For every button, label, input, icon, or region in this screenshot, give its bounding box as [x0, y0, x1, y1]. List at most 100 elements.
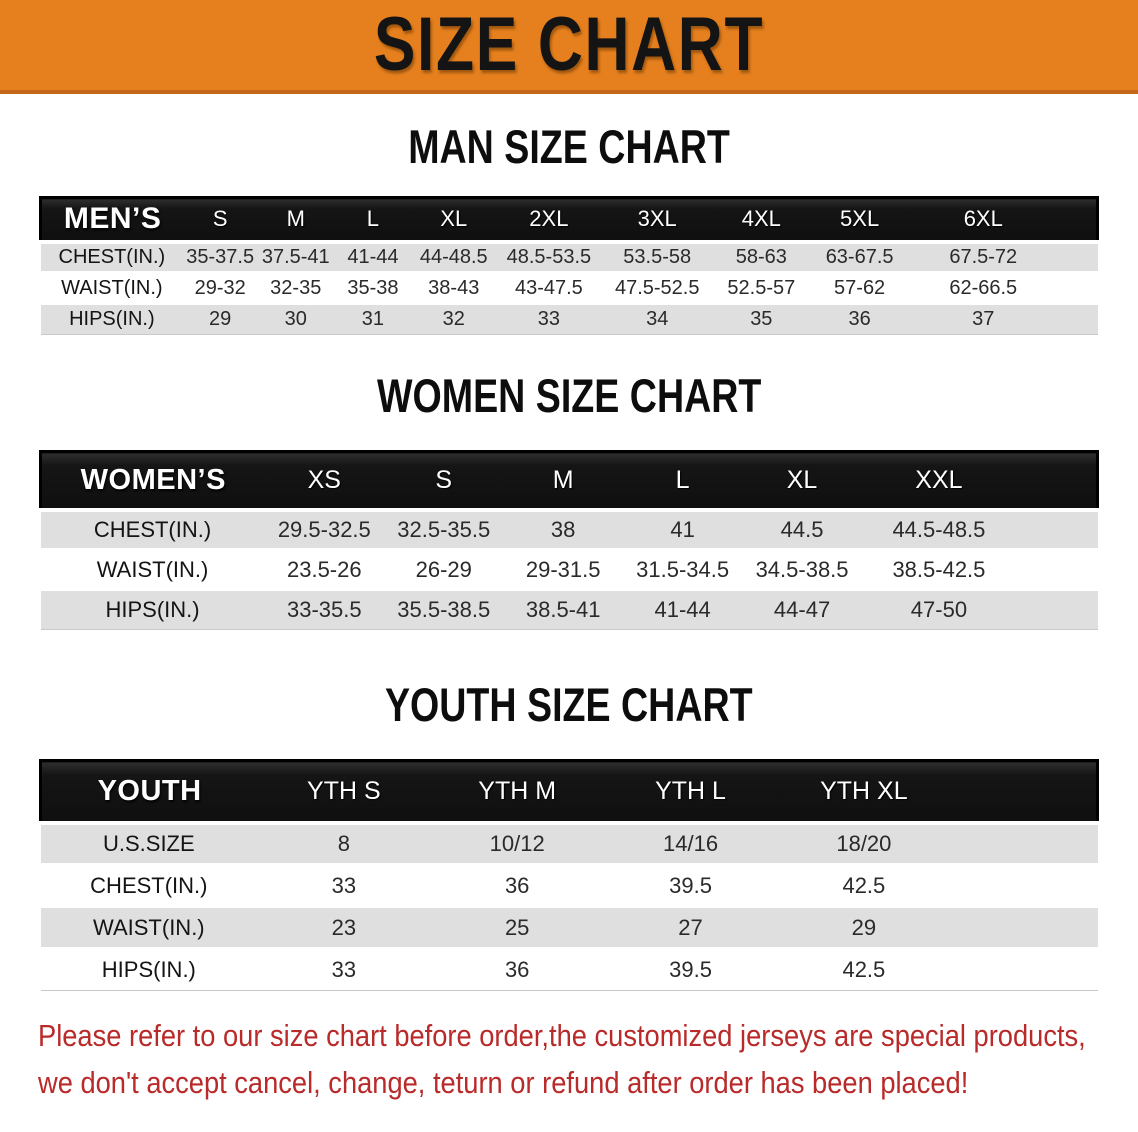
value-cell: 31: [334, 303, 412, 335]
size-column-header: YTH S: [257, 759, 431, 825]
row-label: WAIST(IN.): [40, 906, 258, 950]
men-section-heading: MAN SIZE CHART: [0, 122, 1138, 181]
value-cell: 44.5-48.5: [861, 509, 1017, 551]
row-label: HIPS(IN.): [40, 303, 184, 335]
filler-cell: [1016, 509, 1098, 551]
value-cell: 32.5-35.5: [384, 509, 504, 551]
value-cell: 57-62: [809, 272, 910, 305]
value-cell: 10/12: [430, 822, 604, 866]
value-cell: 27: [603, 906, 778, 950]
table-row: WAIST(IN.) 23.5-26 26-29 29-31.5 31.5-34…: [40, 549, 1098, 591]
value-cell: 29.5-32.5: [264, 509, 385, 551]
row-label: U.S.SIZE: [40, 822, 258, 866]
size-column-header: 4XL: [712, 196, 810, 244]
value-cell: 33: [257, 864, 431, 908]
size-column-header: S: [384, 450, 504, 512]
value-cell: 31.5-34.5: [622, 549, 743, 591]
size-column-header: YTH XL: [777, 759, 951, 825]
header-filler: [1057, 196, 1100, 244]
row-label: WAIST(IN.): [40, 549, 265, 591]
value-cell: 53.5-58: [601, 241, 713, 274]
value-cell: 35-38: [334, 272, 412, 305]
women-section-heading: WOMEN SIZE CHART: [0, 371, 1138, 430]
filler-cell: [950, 864, 1098, 908]
women-size-table: WOMEN’S XS S M L XL XXL CHEST(IN.) 29.5-…: [38, 450, 1100, 630]
value-cell: 67.5-72: [909, 241, 1058, 274]
men-heading-text: MAN SIZE CHART: [408, 120, 730, 173]
size-column-header: M: [257, 196, 335, 244]
row-label: HIPS(IN.): [40, 589, 265, 630]
value-cell: 34: [601, 303, 713, 335]
women-header-row: WOMEN’S XS S M L XL XXL: [38, 450, 1100, 512]
value-cell: 38.5-41: [503, 589, 623, 630]
women-table-label: WOMEN’S: [38, 450, 265, 512]
header-filler: [950, 759, 1099, 825]
value-cell: 35.5-38.5: [384, 589, 504, 630]
value-cell: 39.5: [603, 864, 778, 908]
table-row: CHEST(IN.) 35-37.5 37.5-41 41-44 44-48.5…: [40, 241, 1098, 274]
value-cell: 36: [430, 864, 604, 908]
value-cell: 38: [503, 509, 623, 551]
size-column-header: YTH M: [430, 759, 604, 825]
filler-cell: [1057, 303, 1098, 335]
value-cell: 36: [809, 303, 910, 335]
value-cell: 42.5: [777, 864, 951, 908]
value-cell: 48.5-53.5: [496, 241, 602, 274]
value-cell: 52.5-57: [712, 272, 810, 305]
value-cell: 44-47: [742, 589, 862, 630]
value-cell: 26-29: [384, 549, 504, 591]
value-cell: 41: [622, 509, 743, 551]
youth-heading-text: YOUTH SIZE CHART: [385, 678, 753, 731]
page-title: SIZE CHART: [373, 2, 765, 87]
size-column-header: L: [334, 196, 412, 244]
value-cell: 33-35.5: [264, 589, 385, 630]
size-column-header: 2XL: [496, 196, 602, 244]
filler-cell: [950, 948, 1098, 991]
value-cell: 35-37.5: [183, 241, 258, 274]
size-column-header: XXL: [861, 450, 1017, 512]
table-row: CHEST(IN.) 29.5-32.5 32.5-35.5 38 41 44.…: [40, 509, 1098, 551]
value-cell: 38.5-42.5: [861, 549, 1017, 591]
value-cell: 44.5: [742, 509, 862, 551]
value-cell: 47-50: [861, 589, 1017, 630]
filler-cell: [1016, 589, 1098, 630]
women-heading-text: WOMEN SIZE CHART: [376, 369, 762, 422]
value-cell: 43-47.5: [496, 272, 602, 305]
value-cell: 14/16: [603, 822, 778, 866]
men-table-label: MEN’S: [39, 196, 184, 244]
value-cell: 33: [257, 948, 431, 991]
value-cell: 62-66.5: [909, 272, 1058, 305]
value-cell: 25: [430, 906, 604, 950]
value-cell: 32: [411, 303, 497, 335]
youth-table-label: YOUTH: [39, 759, 258, 825]
value-cell: 30: [257, 303, 335, 335]
row-label: WAIST(IN.): [40, 272, 184, 305]
value-cell: 34.5-38.5: [742, 549, 862, 591]
row-label: CHEST(IN.): [40, 509, 265, 551]
value-cell: 47.5-52.5: [601, 272, 713, 305]
value-cell: 41-44: [622, 589, 743, 630]
table-row: HIPS(IN.) 33-35.5 35.5-38.5 38.5-41 41-4…: [40, 589, 1098, 630]
value-cell: 29-32: [183, 272, 258, 305]
filler-cell: [1057, 272, 1098, 305]
banner: SIZE CHART: [0, 0, 1138, 94]
men-size-table: MEN’S S M L XL 2XL 3XL 4XL 5XL 6XL CHEST…: [39, 196, 1100, 335]
youth-section-heading: YOUTH SIZE CHART: [0, 680, 1138, 739]
size-column-header: 5XL: [809, 196, 910, 244]
table-row: HIPS(IN.) 29 30 31 32 33 34 35 36 37: [40, 303, 1098, 335]
value-cell: 33: [496, 303, 602, 335]
value-cell: 44-48.5: [411, 241, 497, 274]
value-cell: 32-35: [257, 272, 335, 305]
disclaimer-line-2: we don't accept cancel, change, teturn o…: [38, 1065, 969, 1100]
value-cell: 29: [777, 906, 951, 950]
value-cell: 41-44: [334, 241, 412, 274]
header-filler: [1016, 450, 1100, 512]
size-column-header: 3XL: [601, 196, 713, 244]
filler-cell: [950, 822, 1098, 866]
table-row: HIPS(IN.) 33 36 39.5 42.5: [40, 948, 1098, 991]
size-column-header: S: [183, 196, 258, 244]
value-cell: 18/20: [777, 822, 951, 866]
filler-cell: [950, 906, 1098, 950]
value-cell: 36: [430, 948, 604, 991]
